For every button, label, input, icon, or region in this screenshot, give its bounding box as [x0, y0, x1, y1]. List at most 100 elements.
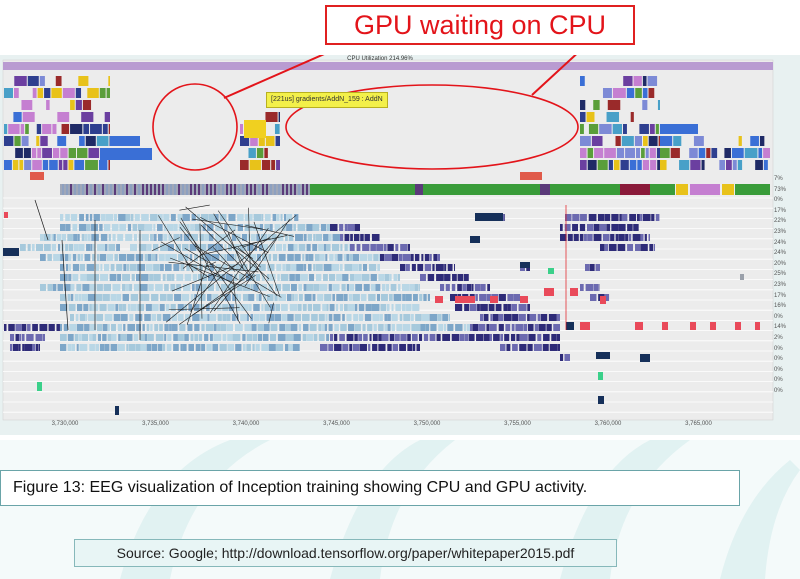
trace-block	[211, 254, 220, 261]
trace-block	[277, 274, 280, 281]
cpu-op-block	[60, 148, 68, 158]
cpu-op-block	[108, 124, 110, 134]
trace-block	[391, 304, 394, 311]
row-percent-label: 16%	[774, 303, 787, 310]
trace-block	[166, 224, 174, 231]
trace-block	[171, 274, 175, 281]
trace-block	[116, 294, 122, 301]
cpu-op-block	[656, 148, 660, 158]
trace-block	[436, 334, 441, 341]
trace-block	[222, 334, 227, 341]
cpu-gap-circle	[152, 83, 238, 171]
trace-block	[247, 244, 254, 251]
stream-segment	[650, 184, 675, 195]
trace-block	[60, 214, 64, 221]
trace-block	[442, 334, 451, 341]
trace-block	[313, 284, 320, 291]
trace-block	[231, 314, 236, 321]
trace-block	[400, 264, 406, 271]
trace-block	[480, 284, 486, 291]
dependency-arrow	[244, 218, 290, 287]
trace-block	[108, 234, 111, 241]
trace-block	[212, 294, 219, 301]
trace-block	[228, 224, 237, 231]
trace-block	[130, 244, 137, 251]
trace-block	[330, 334, 334, 341]
trace-block	[97, 244, 105, 251]
trace-block	[387, 314, 391, 321]
cpu-op-block	[597, 160, 608, 170]
cpu-op-block	[275, 136, 280, 146]
trace-block	[308, 274, 315, 281]
trace-block	[584, 234, 587, 241]
trace-block	[379, 314, 383, 321]
cpu-op-block	[24, 160, 32, 170]
trace-block	[306, 244, 311, 251]
trace-block	[302, 334, 307, 341]
trace-block	[141, 234, 149, 241]
trace-block	[608, 244, 617, 251]
stream-tick	[82, 184, 84, 195]
cpu-op-block	[660, 160, 667, 170]
row-percent-label: 7%	[774, 176, 783, 182]
trace-block	[398, 254, 403, 261]
trace-block	[632, 234, 641, 241]
trace-block	[586, 224, 594, 231]
trace-block	[152, 304, 159, 311]
stream-tick	[238, 184, 240, 195]
cpu-op-block	[620, 160, 629, 170]
trace-block	[359, 344, 367, 351]
trace-block	[222, 274, 225, 281]
trace-block	[380, 294, 388, 301]
trace-block	[557, 344, 560, 351]
trace-block	[355, 284, 363, 291]
trace-block	[347, 224, 355, 231]
trace-block	[99, 304, 107, 311]
trace-block	[180, 344, 183, 351]
trace-block	[209, 264, 215, 271]
cpu-op-block	[629, 160, 637, 170]
trace-block	[378, 344, 386, 351]
trace-block	[79, 314, 86, 321]
trace-block	[39, 324, 48, 331]
trace-block	[339, 304, 344, 311]
stream-segment	[540, 184, 550, 195]
trace-block	[318, 334, 325, 341]
trace-block	[248, 294, 255, 301]
cpu-op-block	[75, 100, 82, 110]
trace-block	[118, 214, 126, 221]
trace-block	[38, 344, 40, 351]
stream-tick	[150, 184, 152, 195]
trace-accent	[544, 288, 554, 296]
trace-block	[60, 254, 65, 261]
op-tooltip: [221us] gradients/AddN_159 : AddN	[266, 92, 388, 108]
cpu-op-block	[12, 160, 19, 170]
dependency-arrow	[253, 221, 280, 296]
dependency-arrow	[199, 223, 203, 319]
trace-block	[151, 314, 157, 321]
cpu-op-block	[744, 148, 758, 158]
trace-block	[339, 334, 345, 341]
trace-block	[293, 224, 296, 231]
trace-block	[455, 304, 463, 311]
trace-block	[78, 294, 82, 301]
cpu-op-block	[580, 124, 584, 134]
trace-block	[27, 324, 31, 331]
trace-block	[424, 264, 432, 271]
trace-block	[192, 274, 198, 281]
trace-block	[610, 234, 615, 241]
trace-block	[412, 344, 416, 351]
cpu-op-block	[248, 148, 256, 158]
stream-tick	[94, 184, 96, 195]
trace-block	[137, 224, 145, 231]
cpu-op-block	[57, 112, 70, 122]
trace-block	[425, 324, 430, 331]
cpu-op-block	[737, 160, 743, 170]
trace-block	[63, 324, 69, 331]
stream-tick	[162, 184, 164, 195]
trace-block	[640, 214, 643, 221]
trace-block	[628, 234, 632, 241]
trace-block	[186, 224, 190, 231]
trace-block	[178, 254, 184, 261]
trace-block	[162, 274, 166, 281]
